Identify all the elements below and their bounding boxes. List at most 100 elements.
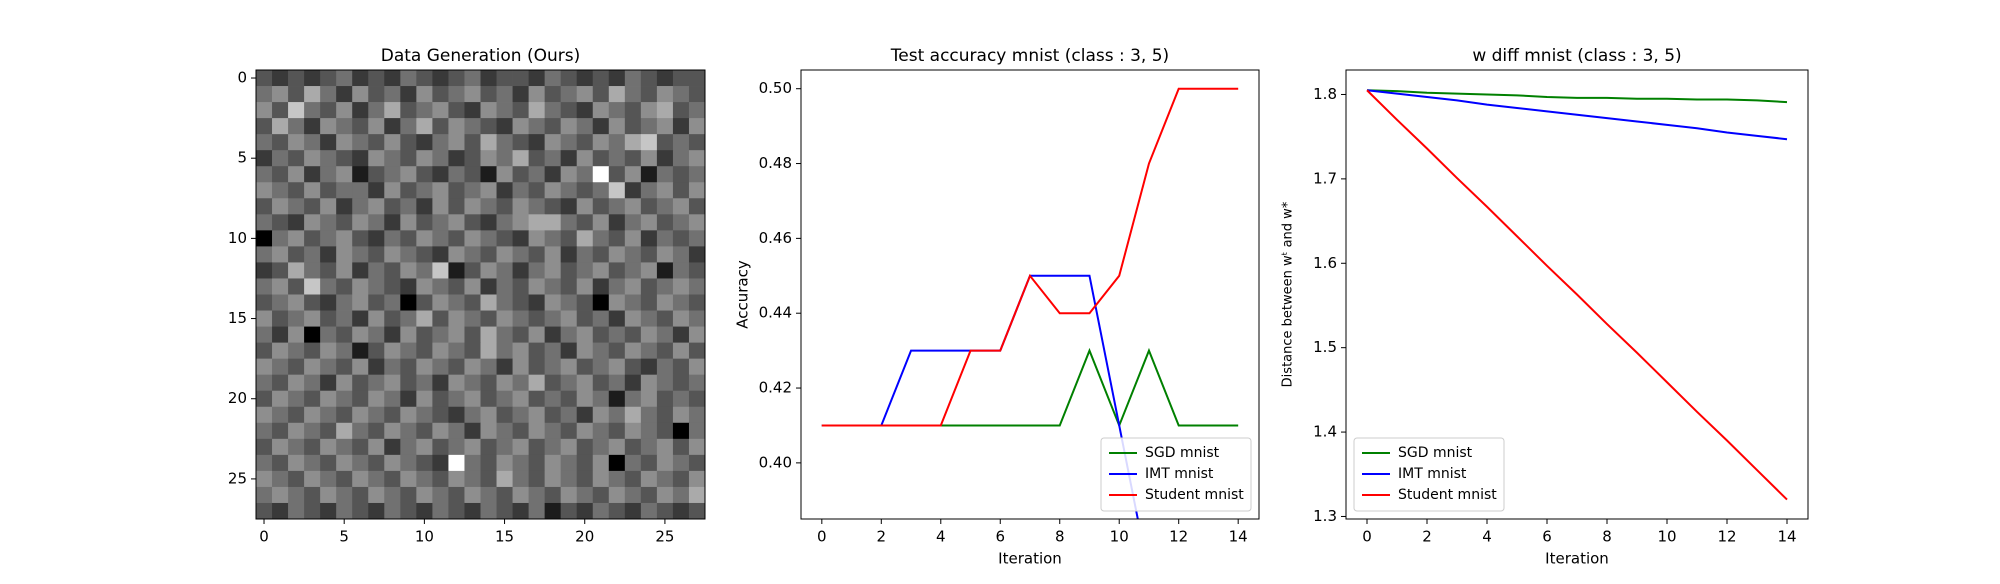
heatmap-cell: [640, 342, 658, 360]
heatmap-cell: [432, 214, 449, 231]
heatmap-cell: [336, 134, 353, 151]
heatmap-cell: [304, 502, 321, 520]
heatmap-cell: [288, 182, 305, 199]
heatmap-cell: [480, 358, 497, 376]
heatmap-cell: [448, 102, 465, 119]
heatmap-cell: [656, 118, 674, 135]
heatmap-cell: [464, 326, 481, 344]
heatmap-cell: [560, 262, 578, 279]
heatmap-cell: [368, 118, 385, 135]
heatmap-cell: [592, 150, 610, 167]
heatmap-cell: [384, 310, 401, 327]
heatmap-cell: [512, 358, 530, 376]
heatmap-cell: [272, 406, 289, 424]
heatmap-cell: [656, 374, 674, 392]
heatmap-cell: [608, 358, 626, 376]
axes-frame: [1345, 69, 1809, 520]
heatmap-cell: [336, 118, 353, 135]
heatmap-cell: [256, 134, 273, 151]
heatmap-cell: [688, 86, 706, 103]
heatmap-cell: [576, 406, 594, 424]
heatmap-cell: [560, 406, 578, 424]
heatmap-cell: [320, 502, 337, 520]
heatmap-cell: [448, 438, 465, 456]
heatmap-cell: [608, 502, 626, 520]
heatmap-cell: [576, 230, 594, 247]
heatmap-cell: [688, 390, 706, 408]
heatmap-cell: [272, 358, 289, 376]
legend-label: SGD mnist: [1145, 445, 1220, 461]
heatmap-cell: [256, 438, 273, 456]
heatmap-cell: [288, 118, 305, 135]
heatmap-cell: [512, 118, 530, 135]
heatmap-cell: [464, 182, 481, 199]
heatmap-cell: [400, 342, 417, 360]
heatmap-cell: [336, 230, 353, 247]
heatmap-cell: [688, 214, 706, 231]
heatmap-cell: [544, 118, 562, 135]
x-tick-label: 5: [339, 528, 349, 546]
heatmap-cell: [512, 150, 530, 167]
heatmap-cell: [528, 214, 546, 231]
heatmap-cell: [496, 358, 513, 376]
heatmap-cell: [416, 262, 433, 279]
heatmap-cell: [672, 198, 690, 215]
heatmap-cell: [400, 262, 417, 279]
heatmap-cell: [288, 294, 305, 311]
heatmap-cell: [352, 150, 369, 167]
heatmap-cell: [528, 454, 546, 472]
heatmap-cell: [640, 310, 658, 327]
heatmap-cell: [256, 486, 273, 504]
heatmap-cell: [336, 278, 353, 295]
heatmap-cell: [512, 438, 530, 456]
heatmap-cell: [256, 326, 273, 344]
heatmap-cell: [384, 230, 401, 247]
heatmap-cell: [448, 358, 465, 376]
axes-frame: [255, 69, 706, 520]
heatmap-cell: [528, 310, 546, 327]
heatmap-cell: [672, 438, 690, 456]
heatmap-cell: [560, 326, 578, 344]
heatmap-cell: [336, 342, 353, 360]
heatmap-cell: [320, 470, 337, 488]
heatmap-cell: [528, 438, 546, 456]
heatmap-cell: [544, 310, 562, 327]
y-tick-label: 0: [237, 69, 247, 87]
y-tick-label: 0.44: [759, 304, 792, 322]
heatmap-cell: [352, 230, 369, 247]
heatmap-cell: [624, 470, 642, 488]
heatmap-cell: [672, 70, 690, 87]
heatmap-cell: [672, 150, 690, 167]
heatmap-cell: [544, 278, 562, 295]
heatmap-cell: [688, 326, 706, 344]
heatmap-cell: [624, 438, 642, 456]
heatmap-cell: [368, 294, 385, 311]
heatmap-cell: [672, 502, 690, 520]
heatmap-cell: [656, 390, 674, 408]
heatmap-cell: [512, 342, 530, 360]
heatmap-cell: [256, 214, 273, 231]
y-tick-label: 15: [228, 309, 247, 327]
heatmap-cell: [432, 390, 449, 408]
heatmap-cell: [480, 166, 497, 183]
heatmap-cell: [320, 134, 337, 151]
heatmap-cell: [528, 134, 546, 151]
heatmap-cell: [448, 310, 465, 327]
heatmap-cell: [448, 70, 465, 87]
heatmap-cell: [544, 326, 562, 344]
y-tick-label: 1.7: [1313, 169, 1337, 187]
heatmap-cell: [432, 134, 449, 151]
heatmap-cell: [448, 182, 465, 199]
heatmap-cell: [592, 86, 610, 103]
heatmap-cell: [432, 182, 449, 199]
heatmap-cell: [496, 470, 513, 488]
heatmap-cell: [480, 470, 497, 488]
heatmap-cell: [544, 406, 562, 424]
heatmap-cell: [656, 470, 674, 488]
heatmap-cell: [496, 406, 513, 424]
heatmap-cell: [592, 70, 610, 87]
heatmap-cell: [400, 230, 417, 247]
heatmap-cell: [288, 470, 305, 488]
heatmap-cell: [624, 134, 642, 151]
heatmap-cell: [640, 182, 658, 199]
